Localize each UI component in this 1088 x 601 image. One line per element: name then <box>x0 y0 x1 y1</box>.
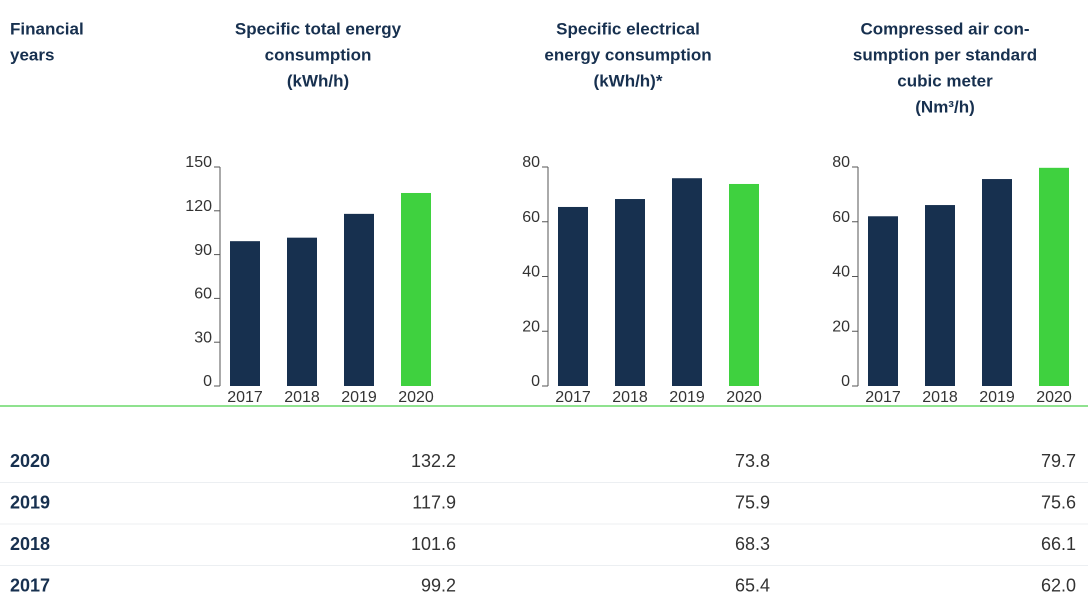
table-cell: 132.2 <box>411 451 456 471</box>
y-tick-label: 60 <box>194 286 212 303</box>
bar <box>344 213 374 386</box>
bar <box>925 205 955 386</box>
x-tick-label: 2018 <box>612 389 648 406</box>
y-tick-label: 40 <box>522 264 540 281</box>
y-tick-label: 60 <box>832 209 850 226</box>
chart-title: Specific total energy <box>235 19 402 38</box>
chart-title: (kWh/h) <box>287 71 349 90</box>
x-tick-label: 2017 <box>227 389 263 406</box>
bar <box>868 216 898 386</box>
y-tick-label: 150 <box>185 154 212 171</box>
column-header: Financial <box>10 19 84 38</box>
table-cell: 66.1 <box>1041 534 1076 554</box>
chart-title: energy consumption <box>544 45 711 64</box>
x-tick-label: 2019 <box>979 389 1015 406</box>
table-cell: 117.9 <box>412 492 456 512</box>
column-header: years <box>10 45 54 64</box>
y-tick-label: 0 <box>841 373 850 390</box>
x-tick-label: 2018 <box>922 389 958 406</box>
y-tick-label: 20 <box>832 318 850 335</box>
bar <box>729 183 759 386</box>
y-tick-label: 0 <box>531 373 540 390</box>
x-tick-label: 2020 <box>398 389 434 406</box>
bar <box>230 241 260 386</box>
table-cell: 65.4 <box>735 575 770 595</box>
row-year: 2019 <box>10 492 50 512</box>
table-cell: 73.8 <box>735 451 770 471</box>
y-tick-label: 20 <box>522 318 540 335</box>
chart-title: Specific electrical <box>556 19 700 38</box>
x-tick-label: 2020 <box>726 389 762 406</box>
x-tick-label: 2019 <box>341 389 377 406</box>
y-tick-label: 60 <box>522 209 540 226</box>
x-tick-label: 2020 <box>1036 389 1072 406</box>
y-tick-label: 0 <box>203 373 212 390</box>
table-cell: 75.6 <box>1041 492 1076 512</box>
table-cell: 68.3 <box>735 534 770 554</box>
y-tick-label: 80 <box>832 154 850 171</box>
x-tick-label: 2019 <box>669 389 705 406</box>
bar <box>672 178 702 386</box>
x-tick-label: 2017 <box>865 389 901 406</box>
chart-title: Compressed air con- <box>860 19 1029 38</box>
y-tick-label: 90 <box>194 242 212 259</box>
row-year: 2017 <box>10 575 50 595</box>
bar <box>1039 167 1069 386</box>
bar <box>982 179 1012 386</box>
table-cell: 62.0 <box>1041 575 1076 595</box>
y-tick-label: 80 <box>522 154 540 171</box>
bar <box>287 237 317 386</box>
y-tick-label: 120 <box>185 198 212 215</box>
chart-title: cubic meter <box>897 71 993 90</box>
chart-title: (kWh/h)* <box>594 71 663 90</box>
x-tick-label: 2018 <box>284 389 320 406</box>
y-tick-label: 40 <box>832 264 850 281</box>
bar <box>615 199 645 386</box>
x-tick-label: 2017 <box>555 389 591 406</box>
y-tick-label: 30 <box>194 329 212 346</box>
table-cell: 79.7 <box>1041 451 1076 471</box>
row-year: 2020 <box>10 451 50 471</box>
bar <box>401 192 431 386</box>
table-cell: 99.2 <box>421 575 456 595</box>
table-cell: 101.6 <box>411 534 456 554</box>
bar <box>558 206 588 386</box>
chart-title: (Nm³/h) <box>915 97 974 116</box>
row-year: 2018 <box>10 534 50 554</box>
chart-title: sumption per standard <box>853 45 1037 64</box>
table-cell: 75.9 <box>735 492 770 512</box>
chart-title: consumption <box>265 45 372 64</box>
